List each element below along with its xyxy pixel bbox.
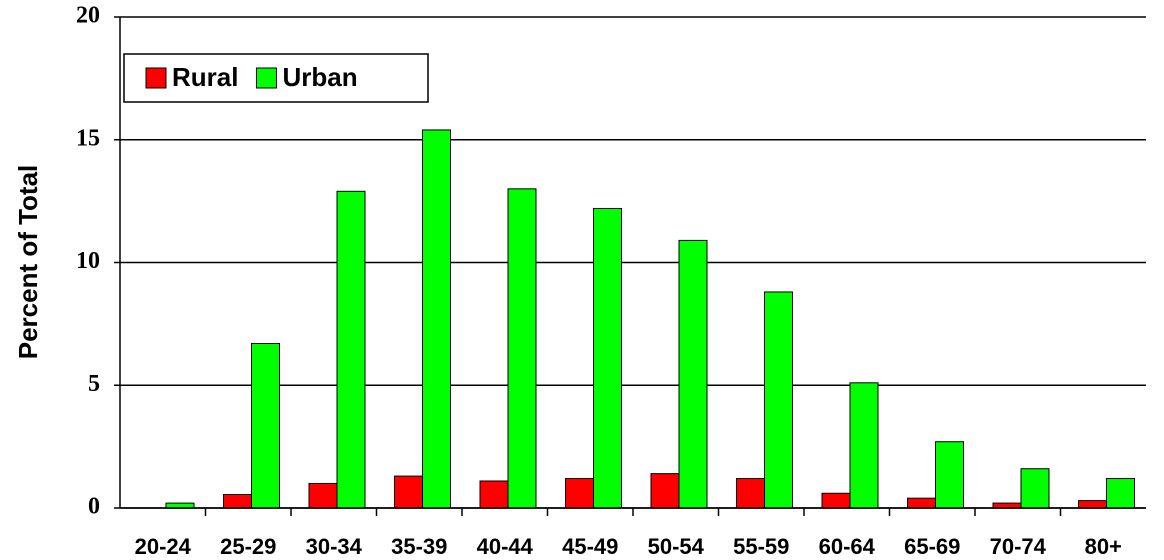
- x-tick-label: 80+: [1085, 534, 1122, 559]
- legend-label: Rural: [172, 62, 238, 92]
- bar: [678, 239, 708, 509]
- x-tick-label: 45-49: [562, 534, 618, 559]
- bar: [821, 492, 851, 509]
- bar: [593, 207, 622, 509]
- y-tick-label: 0: [88, 494, 100, 520]
- x-tick-label: 40-44: [477, 534, 534, 559]
- y-tick-label: 15: [76, 125, 100, 151]
- bar: [422, 129, 451, 509]
- bar: [849, 382, 879, 509]
- bar: [1020, 468, 1050, 509]
- y-tick-label: 20: [76, 3, 100, 29]
- x-tick-label: 55-59: [733, 534, 789, 559]
- bar: [565, 478, 594, 509]
- x-tick-label: 50-54: [648, 534, 705, 559]
- bar: [223, 493, 252, 509]
- bar: [907, 497, 936, 509]
- legend-swatch: [145, 67, 167, 89]
- x-tick-label: 30-34: [306, 534, 363, 559]
- legend-label: Urban: [282, 62, 357, 92]
- x-tick-label: 60-64: [819, 534, 876, 559]
- bar: [736, 478, 765, 509]
- bar: [336, 190, 366, 509]
- bar: [1106, 478, 1135, 509]
- bar: [479, 480, 509, 509]
- bar: [650, 473, 680, 509]
- bar: [308, 482, 338, 509]
- x-tick-label: 20-24: [135, 534, 192, 559]
- bar: [507, 188, 537, 509]
- x-tick-label: 70-74: [990, 534, 1047, 559]
- bar: [394, 475, 423, 509]
- x-tick-label: 65-69: [904, 534, 960, 559]
- legend-swatch: [255, 67, 277, 89]
- x-tick-label: 35-39: [391, 534, 447, 559]
- y-tick-label: 10: [76, 248, 100, 274]
- bar: [764, 291, 793, 509]
- x-tick-label: 25-29: [220, 534, 276, 559]
- y-axis-label: Percent of Total: [13, 165, 43, 360]
- bar: [1078, 500, 1107, 509]
- bar: [935, 441, 964, 509]
- legend-box: [123, 53, 429, 103]
- bar: [251, 343, 280, 509]
- y-tick-label: 5: [88, 371, 100, 397]
